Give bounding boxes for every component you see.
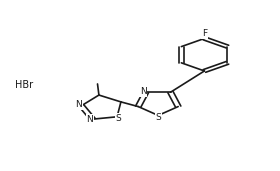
Text: N: N — [87, 115, 93, 124]
Text: S: S — [116, 114, 121, 123]
Text: HBr: HBr — [15, 81, 34, 90]
Text: N: N — [75, 100, 82, 109]
Text: N: N — [140, 87, 146, 96]
Text: F: F — [202, 29, 207, 38]
Text: S: S — [155, 114, 161, 122]
